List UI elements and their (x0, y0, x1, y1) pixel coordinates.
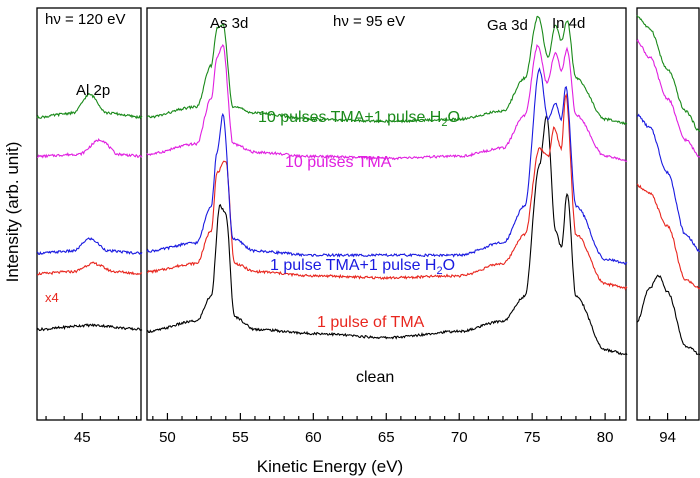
tick-label-60: 60 (305, 429, 322, 446)
x-axis-ticks: 45 50 55 60 65 70 75 80 94 (45, 413, 687, 446)
series-line-3-center (146, 43, 628, 163)
tick-label-45: 45 (74, 429, 91, 446)
tick-label-50: 50 (159, 429, 176, 446)
series-line-4-right (636, 14, 700, 132)
series-line-1-right (636, 183, 700, 290)
series-label-black: clean (356, 369, 394, 386)
series-line-0-left (36, 323, 143, 332)
y-axis-label: Intensity (arb. unit) (3, 142, 22, 283)
tick-label-94: 94 (659, 429, 676, 446)
series-line-3-right (636, 38, 700, 158)
photon-energy-center: hν = 95 eV (333, 13, 405, 30)
tick-label-70: 70 (451, 429, 468, 446)
scale-note-x4: x4 (45, 290, 59, 305)
spectra-curves (36, 14, 700, 356)
peak-label-ga3d: Ga 3d (487, 17, 528, 34)
panel-frames (36, 7, 700, 421)
peak-label-al2p: Al 2p (76, 82, 110, 99)
series-line-1-left (36, 261, 143, 276)
series-line-4-left (36, 93, 143, 120)
photon-energy-left: hν = 120 eV (45, 11, 125, 28)
tick-label-65: 65 (378, 429, 395, 446)
series-line-2-right (636, 113, 700, 253)
series-line-2-left (36, 237, 143, 255)
peak-label-in4d: In 4d (552, 15, 585, 32)
tick-label-80: 80 (597, 429, 614, 446)
series-label-magenta: 10 pulses TMA (285, 154, 392, 171)
series-line-0-right (636, 274, 700, 356)
series-line-3-left (37, 138, 143, 159)
series-label-blue: 1 pulse TMA+1 pulse H2O (270, 257, 455, 277)
series-label-red: 1 pulse of TMA (317, 314, 425, 331)
tick-label-55: 55 (232, 429, 249, 446)
series-label-green: 10 pulses TMA+1 pulse H2O (258, 109, 460, 129)
peak-label-as3d: As 3d (210, 15, 248, 32)
tick-label-75: 75 (524, 429, 541, 446)
series-line-4-center (146, 15, 628, 126)
series-line-2-center (146, 67, 628, 266)
panel-frame-left (36, 7, 142, 421)
x-axis-label: Kinetic Energy (eV) (257, 457, 403, 476)
